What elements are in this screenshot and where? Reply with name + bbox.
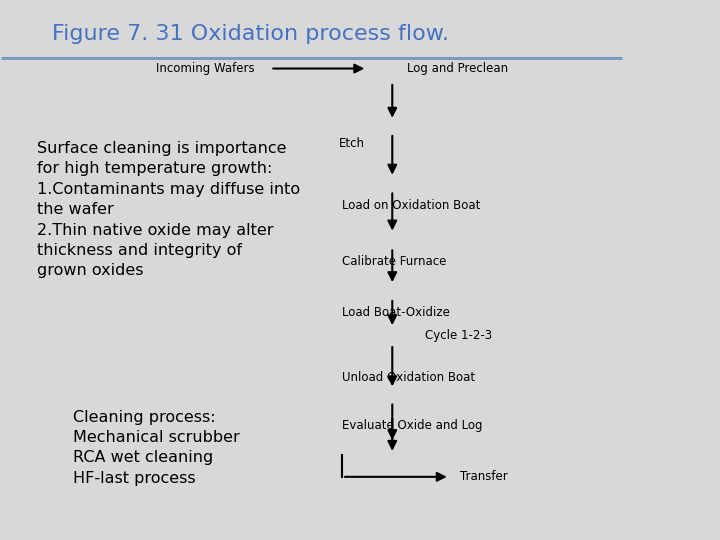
- Text: Load on Oxidation Boat: Load on Oxidation Boat: [342, 199, 480, 212]
- Text: Log and Preclean: Log and Preclean: [407, 62, 508, 75]
- Text: Calibrate Furnace: Calibrate Furnace: [342, 255, 446, 268]
- Text: Cycle 1-2-3: Cycle 1-2-3: [425, 329, 492, 342]
- Text: Evaluate Oxide and Log: Evaluate Oxide and Log: [342, 419, 482, 433]
- Text: Cleaning process:
Mechanical scrubber
RCA wet cleaning
HF-last process: Cleaning process: Mechanical scrubber RC…: [73, 410, 240, 486]
- Text: Unload Oxidation Boat: Unload Oxidation Boat: [342, 371, 475, 384]
- Text: Surface cleaning is importance
for high temperature growth:
1.Contaminants may d: Surface cleaning is importance for high …: [37, 141, 300, 279]
- Text: Figure 7. 31 Oxidation process flow.: Figure 7. 31 Oxidation process flow.: [52, 24, 449, 44]
- Text: Transfer: Transfer: [460, 470, 508, 483]
- Text: Load Boat-Oxidize: Load Boat-Oxidize: [342, 307, 450, 320]
- Text: Etch: Etch: [338, 137, 364, 150]
- Text: Incoming Wafers: Incoming Wafers: [156, 62, 255, 75]
